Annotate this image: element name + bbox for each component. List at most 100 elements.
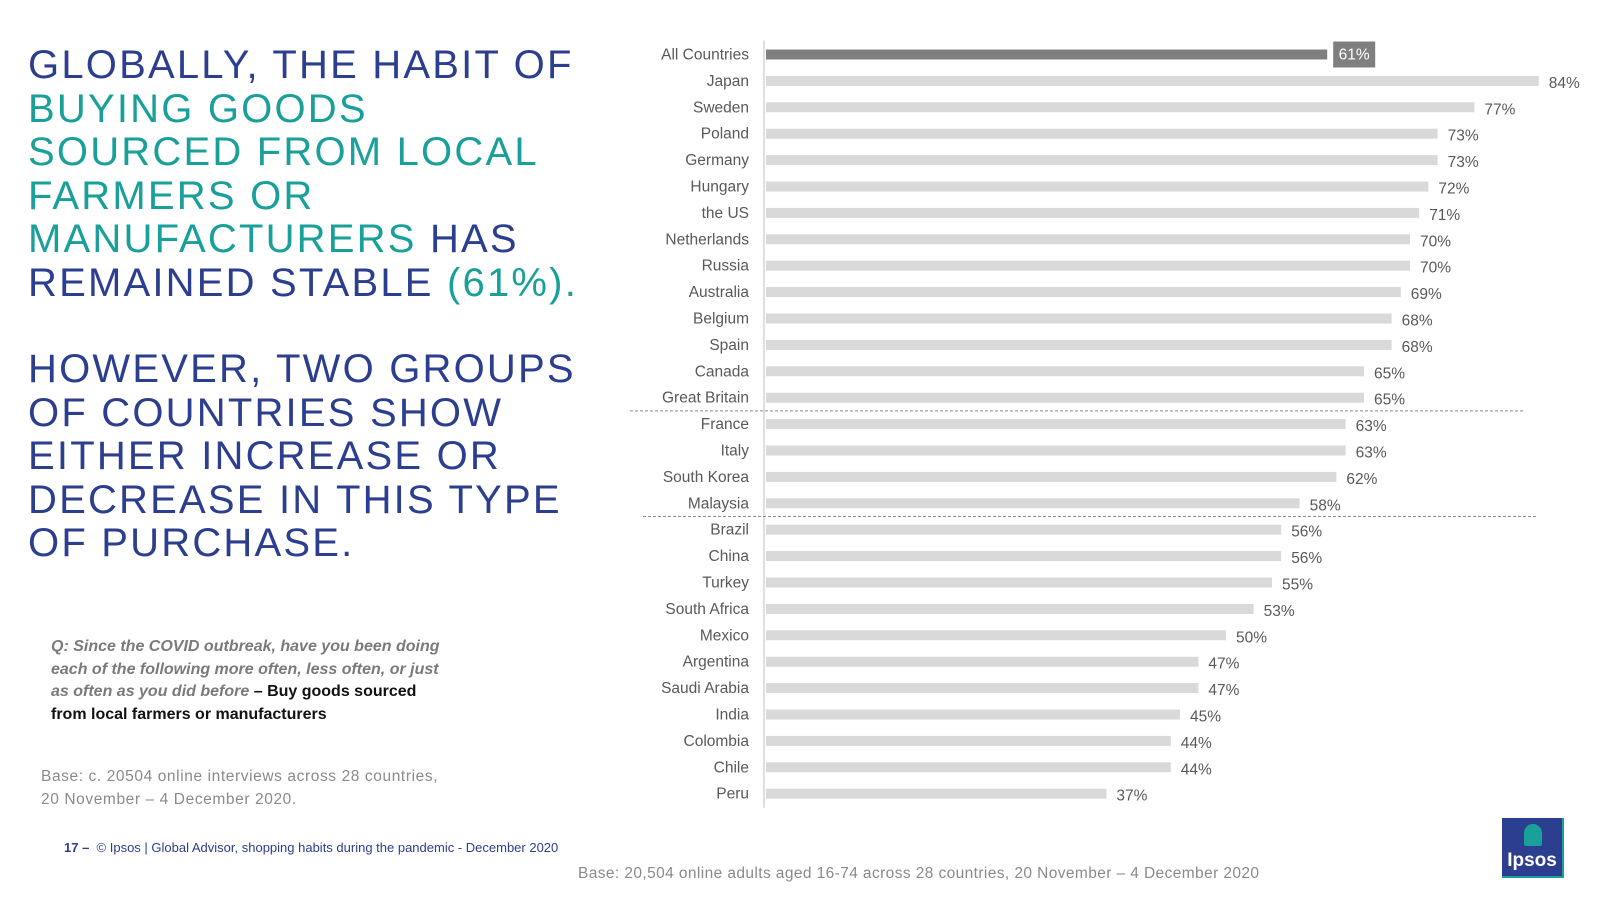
category-label: Japan — [707, 73, 749, 90]
bar — [766, 260, 1410, 271]
data-label: 47% — [1208, 682, 1239, 699]
data-label: 53% — [1264, 603, 1295, 620]
bar — [766, 181, 1429, 192]
category-label: Poland — [701, 126, 749, 143]
category-label: Canada — [695, 363, 750, 380]
question-text: Q: Since the COVID outbreak, have you be… — [51, 638, 440, 700]
data-label: 84% — [1549, 75, 1580, 92]
category-label: Argentina — [683, 654, 750, 671]
headline-line-3: SOURCED FROM LOCAL — [28, 130, 539, 174]
category-label: Chile — [714, 759, 749, 776]
headline-line-2: BUYING GOODS — [28, 86, 368, 131]
data-label: 70% — [1420, 233, 1451, 250]
headline-line-5-rest: HAS — [416, 217, 519, 261]
data-label: 71% — [1429, 207, 1460, 224]
bar — [766, 102, 1475, 113]
data-label: 73% — [1448, 128, 1479, 145]
base-note: Base: c. 20504 online interviews across … — [41, 766, 438, 811]
page-number: 17 – — [64, 840, 90, 855]
category-label: Netherlands — [665, 231, 749, 248]
bar — [766, 551, 1282, 562]
data-label: 73% — [1448, 154, 1479, 171]
category-label: India — [715, 707, 749, 724]
highlight-bar — [766, 49, 1328, 60]
logo-text: Ipsos — [1507, 850, 1557, 871]
data-label: 68% — [1402, 339, 1433, 356]
data-label: 77% — [1484, 101, 1515, 118]
question-dash: – — [249, 683, 268, 700]
category-label: Peru — [716, 786, 749, 803]
bar — [766, 419, 1346, 430]
data-label: 61% — [1339, 47, 1370, 64]
data-label: 58% — [1310, 497, 1341, 514]
bar — [766, 207, 1420, 218]
category-label: France — [701, 416, 749, 433]
data-label: 47% — [1208, 656, 1239, 673]
category-label: the US — [702, 205, 749, 222]
bar — [766, 128, 1438, 139]
category-label: Germany — [685, 152, 749, 169]
headline-second-line: DECREASE IN THIS TYPE — [28, 477, 562, 522]
bar — [766, 471, 1337, 482]
bar — [766, 762, 1171, 773]
data-label: 63% — [1356, 445, 1387, 462]
bar — [766, 788, 1107, 799]
data-label: 37% — [1116, 788, 1147, 805]
data-label: 62% — [1346, 471, 1377, 488]
bar — [766, 155, 1438, 166]
bar — [766, 75, 1539, 86]
bar — [766, 287, 1401, 298]
data-label: 65% — [1374, 365, 1405, 382]
category-label: Turkey — [702, 575, 749, 592]
category-label: Saudi Arabia — [661, 680, 749, 697]
data-label: 65% — [1374, 392, 1405, 409]
bar — [766, 656, 1199, 667]
data-label: 44% — [1181, 735, 1212, 752]
bar — [766, 339, 1392, 350]
category-label: Great Britain — [662, 390, 749, 407]
bar — [766, 524, 1282, 535]
headline: GLOBALLY, THE HABIT OF BUYING GOODS SOUR… — [28, 43, 608, 566]
category-label: Australia — [689, 284, 750, 301]
category-label: Mexico — [700, 627, 749, 644]
category-label: South Africa — [665, 601, 749, 618]
headline-line-6-teal: (61%). — [447, 260, 579, 305]
data-label: 50% — [1236, 629, 1267, 646]
category-label: China — [709, 548, 750, 565]
bar — [766, 683, 1199, 694]
category-label: Malaysia — [688, 495, 750, 512]
data-label: 68% — [1402, 313, 1433, 330]
data-label: 56% — [1291, 550, 1322, 567]
category-label: Sweden — [693, 99, 749, 116]
data-label: 70% — [1420, 260, 1451, 277]
bar — [766, 735, 1171, 746]
headline-first-paragraph: GLOBALLY, THE HABIT OF BUYING GOODS SOUR… — [28, 43, 608, 305]
data-label: 55% — [1282, 577, 1313, 594]
headline-second-line: EITHER INCREASE OR — [28, 434, 501, 478]
bar — [766, 709, 1180, 720]
data-label: 45% — [1190, 709, 1221, 726]
bar — [766, 366, 1364, 377]
data-label: 63% — [1356, 418, 1387, 435]
bar — [766, 603, 1254, 614]
highlight-value-box — [1333, 41, 1376, 68]
bar — [766, 498, 1300, 509]
footer: 17 – © Ipsos | Global Advisor, shopping … — [64, 840, 558, 855]
headline-second-line: OF PURCHASE. — [28, 521, 355, 565]
category-label: All Countries — [661, 47, 749, 64]
base-note-line-1: Base: c. 20504 online interviews across … — [41, 768, 439, 785]
question-answer: Buy goods sourced from local farmers or … — [51, 683, 417, 723]
survey-question: Q: Since the COVID outbreak, have you be… — [51, 636, 441, 726]
category-label: South Korea — [663, 469, 750, 486]
base-note-line-2: 20 November – 4 December 2020. — [41, 790, 297, 808]
headline-second-line: HOWEVER, TWO GROUPS — [28, 347, 576, 391]
ipsos-logo: Ipsos — [1502, 818, 1564, 878]
category-label: Spain — [709, 337, 749, 354]
headline-line-6-dark: REMAINED STABLE — [28, 260, 447, 305]
headline-second-line: OF COUNTRIES SHOW — [28, 390, 504, 435]
category-label: Belgium — [693, 311, 749, 328]
bar — [766, 313, 1392, 324]
bar — [766, 234, 1410, 245]
headline-line-5-teal: MANUFACTURERS — [28, 217, 417, 261]
footer-source: © Ipsos | Global Advisor, shopping habit… — [96, 840, 559, 855]
